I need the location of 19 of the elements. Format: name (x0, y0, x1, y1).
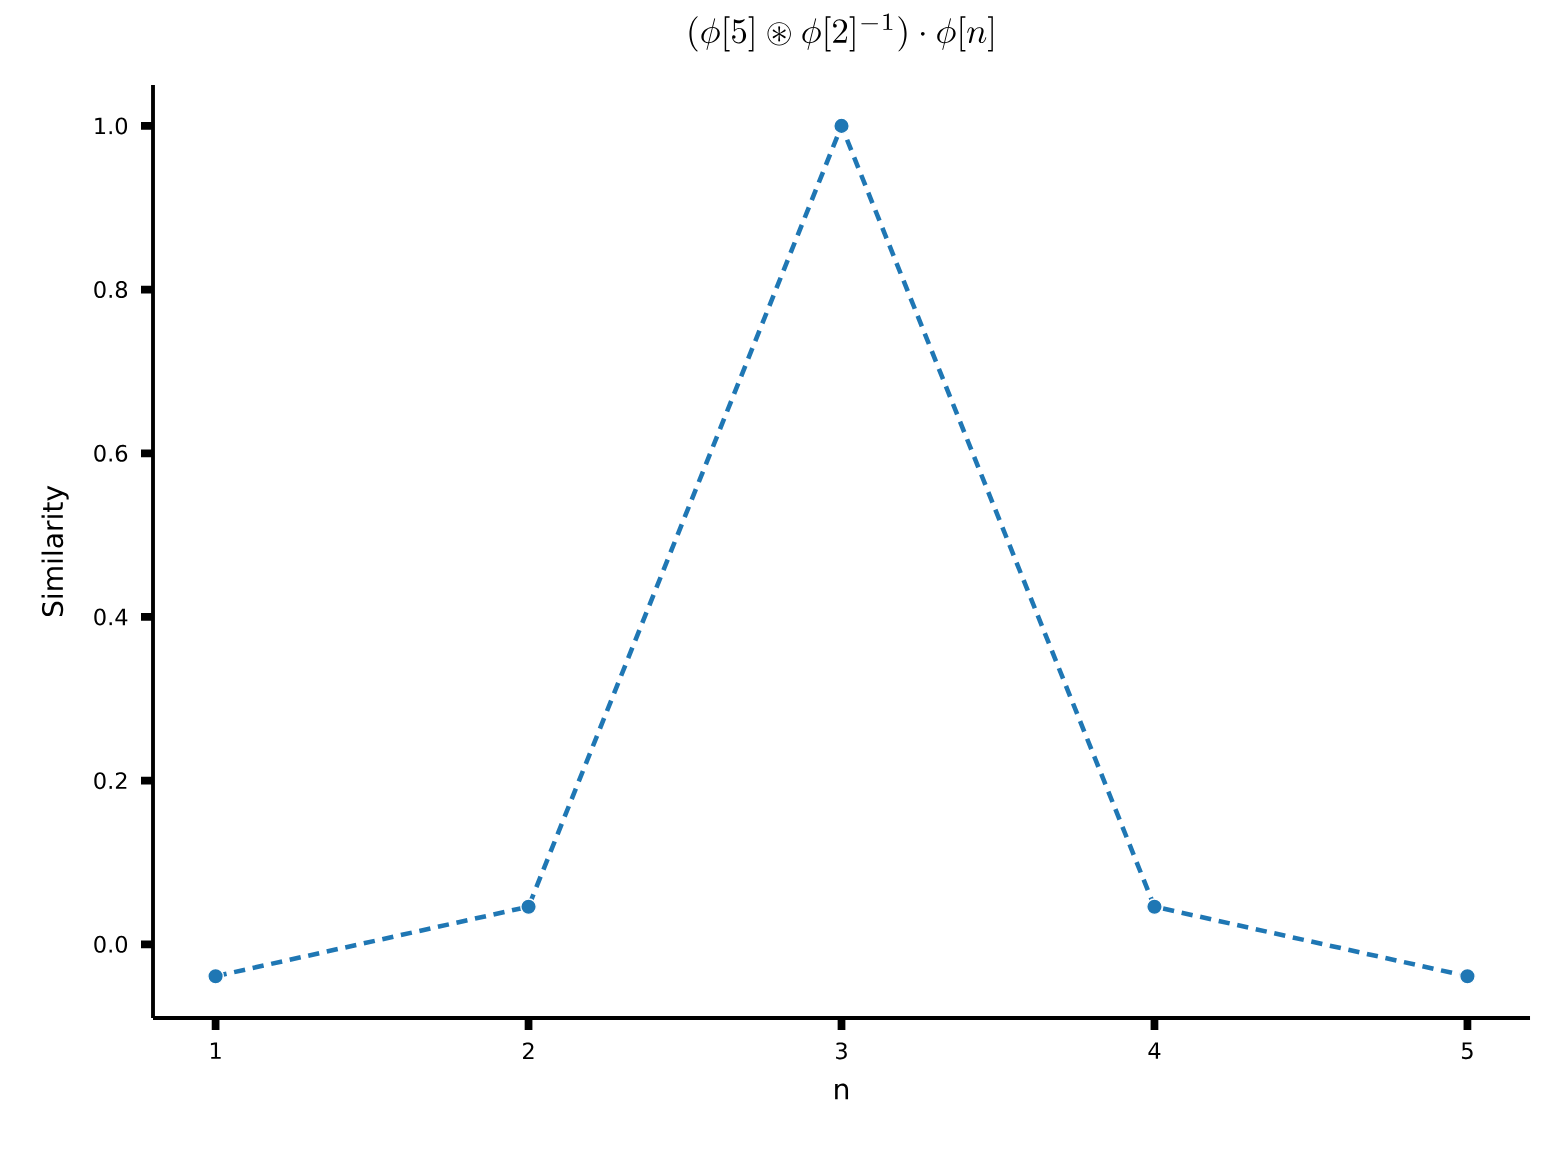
point (1146, 898, 1163, 916)
x-tick-label: 4 (1148, 1042, 1161, 1059)
point (520, 898, 537, 916)
y-tick-label: 0.4 (94, 608, 128, 626)
x-tick-label: 1 (210, 1042, 221, 1059)
point (1458, 967, 1476, 985)
point (833, 117, 850, 135)
y-tick-label: 0.0 (94, 935, 128, 953)
y-tick-label: 1.0 (95, 117, 128, 135)
y-tick-label: 0.8 (94, 281, 128, 299)
y-tick-label: 0.2 (94, 772, 127, 790)
point (207, 967, 225, 985)
x-tick-label: 3 (836, 1042, 847, 1060)
y-axis-title: Similarity (41, 485, 69, 617)
x-axis-title: n (835, 1083, 849, 1100)
x-tick-label: 5 (1461, 1042, 1473, 1060)
x-tick-label: 2 (523, 1042, 534, 1060)
chart-title: $(\phi[5] \circledast \phi[2]^{-1}) \cdot \phi[n]$ (689, 13, 993, 52)
y-tick-label: 0.6 (94, 444, 128, 462)
